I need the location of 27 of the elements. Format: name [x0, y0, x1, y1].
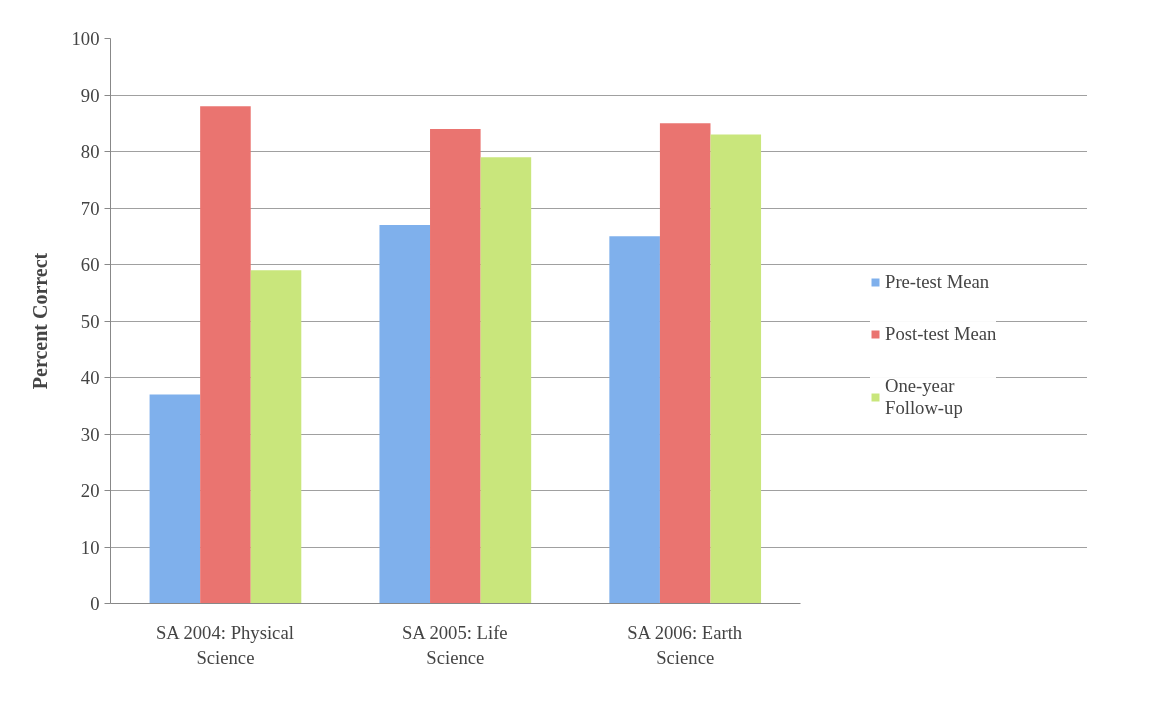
bar [609, 236, 660, 604]
y-tick-label: 100 [71, 28, 100, 49]
legend-label: One-year Follow-up [885, 375, 963, 419]
y-tick-label: 10 [80, 536, 100, 558]
x-tick-label: SA 2004: Physical Science [155, 621, 294, 668]
y-tick-label: 70 [80, 197, 100, 219]
bar [250, 270, 302, 604]
bar [659, 123, 711, 604]
bar [200, 106, 251, 604]
legend-label: Pre-test Mean [885, 271, 990, 293]
y-tick-label: 40 [80, 367, 100, 388]
y-tick-label: 90 [80, 84, 100, 106]
y-tick-label: 20 [80, 480, 100, 501]
bar [379, 224, 431, 604]
bar [710, 134, 762, 604]
bar [480, 157, 532, 604]
y-tick-label: 0 [90, 593, 100, 614]
y-tick-label: 30 [80, 423, 100, 445]
bar [430, 128, 481, 604]
y-tick-label: 50 [80, 310, 100, 332]
bar [149, 394, 201, 604]
x-tick-label: SA 2006: Earth Science [627, 621, 743, 668]
y-tick-label: 80 [80, 141, 100, 162]
y-axis-title: Percent Correct [28, 252, 51, 390]
x-tick-label: SA 2005: Life Science [401, 621, 508, 668]
y-tick-label: 60 [80, 254, 100, 275]
legend-label: Post-test Mean [885, 323, 997, 345]
